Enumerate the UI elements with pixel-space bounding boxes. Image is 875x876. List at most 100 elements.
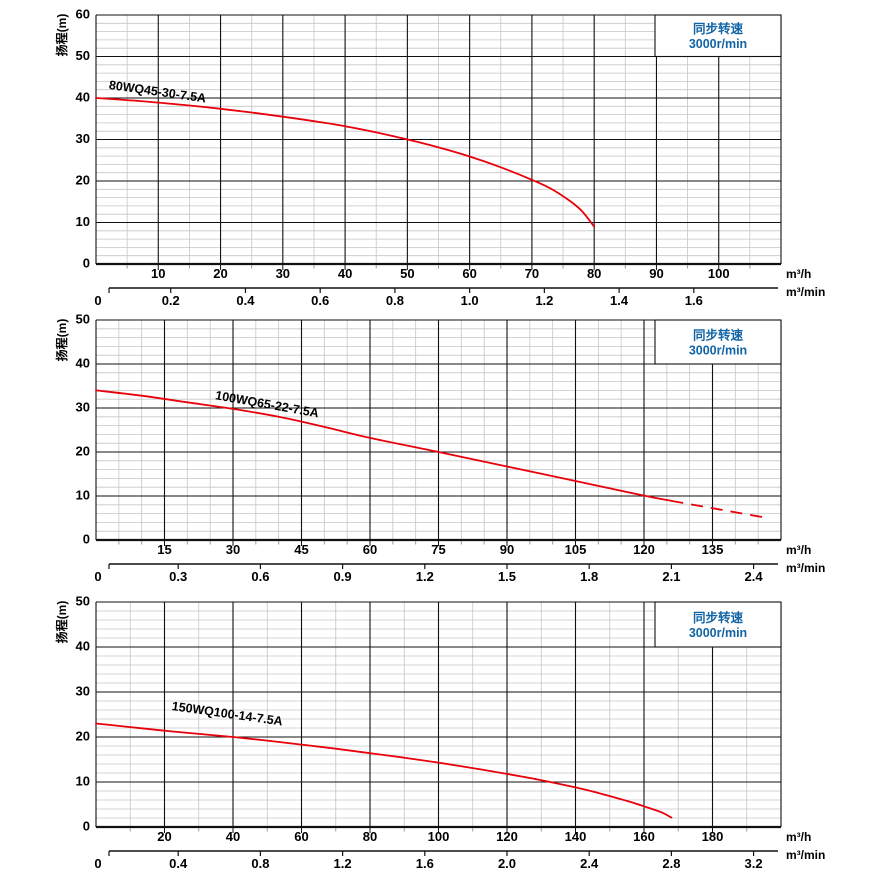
y-tick-label: 10 [76, 773, 90, 788]
y-tick-label: 60 [76, 6, 90, 21]
y-tick-label: 30 [76, 131, 90, 146]
x-axis-unit-m3h: m³/h [786, 830, 811, 844]
sync-speed-box [654, 319, 782, 365]
x-tick-label-m3min: 2.4 [580, 856, 599, 871]
x-tick-label-m3h: 135 [702, 542, 724, 557]
x-tick-label-m3min: 0.4 [236, 293, 255, 308]
x-tick-label-m3h: 70 [525, 266, 539, 281]
y-tick-label: 50 [76, 312, 90, 326]
x-tick-label-m3h: 40 [338, 266, 352, 281]
x-axis-unit-m3min: m³/min [786, 561, 825, 575]
x-tick-label-m3h: 40 [226, 829, 240, 844]
pump-curve-dashed [671, 499, 768, 519]
pump-curve-chart-80wq: 同步转速3000r/min80WQ45-30-7.5A0102030405060… [54, 6, 825, 308]
y-axis-title: 扬程(m) [54, 319, 69, 362]
x-tick-label-m3h: 15 [157, 542, 171, 557]
x-tick-label-m3min: 1.8 [580, 569, 598, 584]
x-tick-label-m3min: 1.6 [685, 293, 703, 308]
sync-speed-text-line1: 同步转速 [693, 21, 744, 36]
sync-speed-text-line2: 3000r/min [689, 626, 747, 640]
y-tick-label: 0 [83, 818, 90, 833]
x-tick-label-m3h: 90 [649, 266, 663, 281]
x-tick-label-m3h: 60 [294, 829, 308, 844]
y-tick-label: 20 [76, 172, 90, 187]
y-tick-label: 0 [83, 255, 90, 270]
x-tick-label-m3min: 2.4 [745, 569, 764, 584]
x-tick-label-m3min: 1.2 [535, 293, 553, 308]
y-tick-label: 20 [76, 443, 90, 458]
x-tick-label-m3h: 120 [633, 542, 655, 557]
x-tick-label-m3min: 3.2 [745, 856, 763, 871]
x-tick-label-m3min: 0.8 [386, 293, 404, 308]
pump-curve-chart-100wq: 同步转速3000r/min100WQ65-22-7.5A01020304050扬… [54, 312, 825, 584]
y-tick-label: 10 [76, 487, 90, 502]
y-tick-label: 20 [76, 728, 90, 743]
x-tick-label-m3min: 1.2 [416, 569, 434, 584]
sync-speed-text-line1: 同步转速 [693, 327, 744, 342]
x-tick-label-m3min: 1.4 [610, 293, 629, 308]
x-tick-label-m3h: 30 [276, 266, 290, 281]
x-tick-label-m3min: 1.5 [498, 569, 516, 584]
x-tick-label-m3min: 0 [94, 293, 101, 308]
y-tick-label: 10 [76, 214, 90, 229]
x-tick-label-m3min: 1.2 [334, 856, 352, 871]
y-axis-title: 扬程(m) [54, 601, 69, 644]
x-tick-label-m3min: 2.1 [662, 569, 680, 584]
x-tick-label-m3min: 0.8 [251, 856, 269, 871]
x-tick-label-m3min: 0.3 [169, 569, 187, 584]
y-tick-label: 50 [76, 596, 90, 608]
pump-curve-solid [95, 389, 673, 502]
x-tick-label-m3min: 1.6 [416, 856, 434, 871]
x-tick-label-m3h: 60 [462, 266, 476, 281]
x-tick-label-m3min: 2.8 [662, 856, 680, 871]
x-axis-unit-m3min: m³/min [786, 848, 825, 862]
pump-curve-solid [95, 722, 673, 819]
x-tick-label-m3min: 0.4 [169, 856, 188, 871]
x-tick-label-m3min: 0.6 [251, 569, 269, 584]
x-axis-ticks [126, 265, 751, 270]
x-tick-label-m3h: 180 [702, 829, 724, 844]
x-tick-label-m3h: 30 [226, 542, 240, 557]
x-tick-label-m3min: 0 [94, 856, 101, 871]
x-tick-label-m3h: 10 [151, 266, 165, 281]
y-tick-label: 40 [76, 355, 90, 370]
pump-curve-chart-150wq: 同步转速3000r/min150WQ100-14-7.5A01020304050… [54, 596, 825, 871]
x-axis-ticks [118, 541, 759, 546]
x-tick-label-m3h: 90 [500, 542, 514, 557]
sync-speed-box [654, 14, 782, 58]
x-tick-label-m3h: 75 [431, 542, 445, 557]
x-tick-label-m3min: 2.0 [498, 856, 516, 871]
x-tick-label-m3h: 105 [565, 542, 587, 557]
x-tick-label-m3h: 140 [565, 829, 587, 844]
x-tick-label-m3h: 45 [294, 542, 308, 557]
sync-speed-text-line2: 3000r/min [689, 343, 747, 357]
pump-curve-solid [95, 97, 596, 228]
y-tick-label: 50 [76, 48, 90, 63]
x-tick-label-m3h: 100 [428, 829, 450, 844]
x-tick-label-m3h: 50 [400, 266, 414, 281]
sync-speed-text-line2: 3000r/min [689, 37, 747, 51]
x-tick-label-m3h: 160 [633, 829, 655, 844]
sync-speed-text-line1: 同步转速 [693, 610, 744, 625]
y-tick-label: 30 [76, 399, 90, 414]
x-axis-ticks [129, 828, 748, 833]
y-axis-title: 扬程(m) [54, 14, 69, 57]
x-tick-label-m3min: 0 [94, 569, 101, 584]
x-tick-label-m3h: 120 [496, 829, 518, 844]
x-tick-label-m3h: 80 [587, 266, 601, 281]
x-tick-label-m3min: 1.0 [461, 293, 479, 308]
x-tick-label-m3min: 0.9 [334, 569, 352, 584]
y-tick-label: 40 [76, 89, 90, 104]
x-axis-unit-m3h: m³/h [786, 543, 811, 557]
y-tick-label: 40 [76, 638, 90, 653]
sync-speed-box [654, 601, 782, 648]
x-tick-label-m3h: 100 [708, 266, 730, 281]
x-axis-unit-m3h: m³/h [786, 267, 811, 281]
x-tick-label-m3min: 0.2 [162, 293, 180, 308]
x-tick-label-m3h: 20 [157, 829, 171, 844]
major-gridlines [95, 601, 782, 828]
x-tick-label-m3h: 80 [363, 829, 377, 844]
x-axis-unit-m3min: m³/min [786, 285, 825, 299]
y-tick-label: 30 [76, 683, 90, 698]
